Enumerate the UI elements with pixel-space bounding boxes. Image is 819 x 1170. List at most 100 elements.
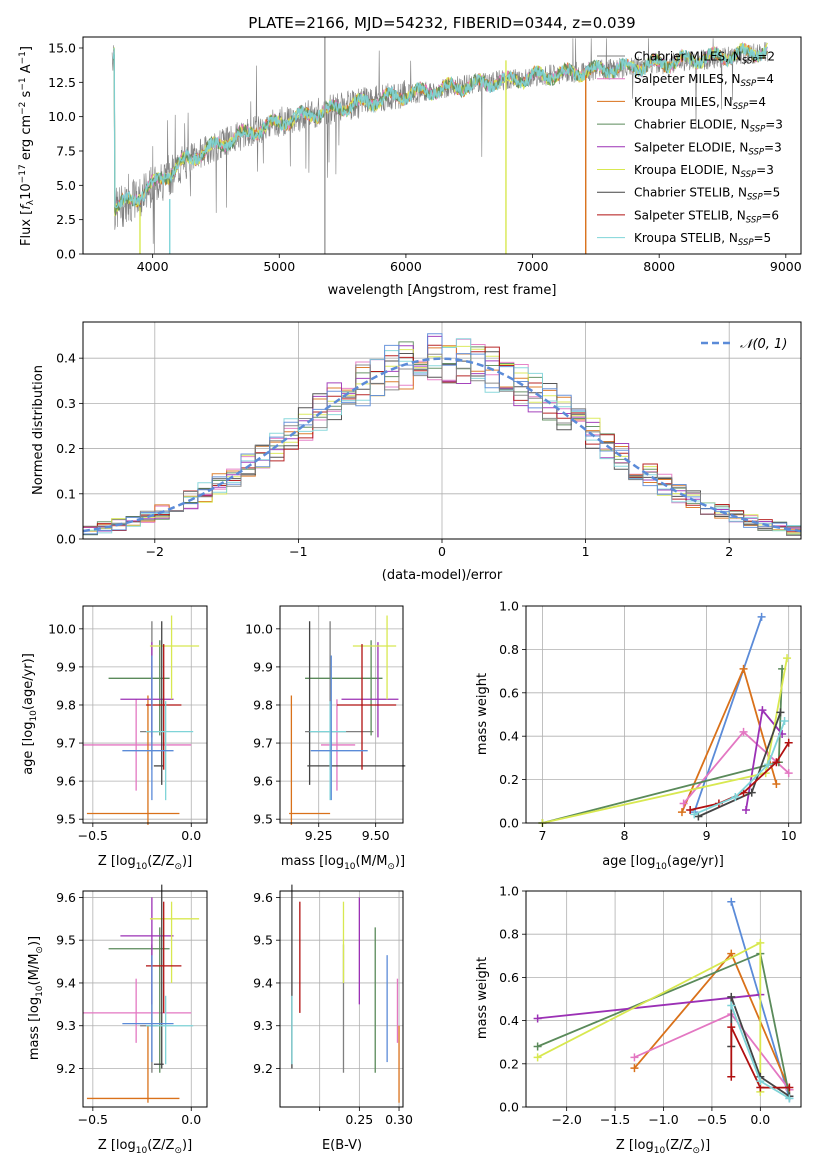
- y-tick-label: 9.2: [56, 1061, 76, 1076]
- weight-point-marker: [739, 727, 748, 736]
- y-tick-label: 15.0: [48, 40, 76, 55]
- legend-entry: Salpeter MILES, NSSP=4: [634, 72, 774, 89]
- weight-point-marker: [679, 799, 688, 808]
- weight-point-marker: [784, 738, 793, 747]
- x-axis-label: Z [log10(Z/Z⊙)]: [616, 1138, 710, 1156]
- legend-entry: Salpeter ELODIE, NSSP=3: [634, 140, 782, 157]
- x-tick-label: 7: [538, 828, 546, 843]
- legend-subscript: SSP: [741, 170, 757, 180]
- axes-frame: [525, 605, 802, 824]
- x-tick-label: 0.0: [181, 1112, 201, 1127]
- weight-point-marker: [694, 812, 703, 821]
- y-tick-label: 9.7: [253, 736, 273, 751]
- weight-point-marker: [780, 717, 789, 726]
- weight-point-marker: [690, 810, 699, 819]
- label-part: )]: [700, 1138, 710, 1153]
- y-tick-label: 9.9: [253, 659, 273, 674]
- normal-reference-curve: [82, 357, 802, 533]
- legend-text: Salpeter STELIB, N: [634, 208, 746, 222]
- weight-series-line: [693, 720, 786, 816]
- x-tick-label: −0.5: [78, 828, 108, 843]
- label-part: )]: [395, 854, 405, 869]
- label-part: )]: [27, 936, 42, 946]
- label-sub: 10: [655, 862, 667, 872]
- x-tick-label: 0.0: [181, 828, 201, 843]
- x-tick-label: 9.50: [362, 828, 390, 843]
- legend-subscript: SSP: [733, 102, 749, 112]
- x-tick-label: 0.25: [345, 1112, 373, 1127]
- y-axis-label-part: s: [19, 90, 34, 101]
- y-tick-label: 0.4: [499, 729, 519, 744]
- x-tick-label: 6000: [390, 259, 422, 274]
- y-axis-label-part: f: [19, 203, 34, 210]
- label-sub: 10: [344, 862, 356, 872]
- x-tick-label: −1.5: [600, 1112, 630, 1127]
- weight-point-marker: [727, 949, 736, 958]
- legend-text: =5: [763, 186, 781, 200]
- weight-point-marker: [764, 760, 773, 769]
- axes-frame: [82, 605, 208, 824]
- x-tick-label: 0.0: [750, 1112, 770, 1127]
- panel-age_vs_mass: 9.25 9.50 9.5 9.6 9.7 9.8 9.9 10.0 mass [log10(M…: [245, 605, 406, 872]
- legend-text: Chabrier STELIB, N: [634, 186, 747, 200]
- plot-area-weight_vs_Z: [533, 897, 794, 1103]
- legend-subscript: SSP: [741, 79, 757, 89]
- axes-frame: [279, 605, 404, 824]
- label-sub: 10: [136, 862, 148, 872]
- x-axis-label: wavelength [Angstrom, rest frame]: [328, 283, 557, 298]
- y-tick-label: 7.5: [56, 143, 76, 158]
- legend-text: Kroupa ELODIE, N: [634, 163, 741, 177]
- y-tick-label: 9.4: [56, 975, 76, 990]
- y-tick-label: 10.0: [48, 109, 76, 124]
- weight-point-marker: [739, 664, 748, 673]
- legend-subscript: SSP: [747, 193, 763, 203]
- weight-point-marker: [756, 1077, 765, 1086]
- panel-weight_vs_Z: −2.0 −1.5 −1.0 −0.5 0.0 0.0 0.2 0.4 0.6 0.8 1.0 Z […: [475, 884, 802, 1156]
- axes-frame: [82, 36, 802, 255]
- y-tick-label: 10.0: [245, 621, 273, 636]
- x-tick-label: 8: [621, 828, 629, 843]
- model-spectrum-line: [112, 43, 768, 209]
- y-tick-label: 0.2: [499, 772, 519, 787]
- y-tick-label: 9.4: [253, 975, 273, 990]
- y-axis-label-part: ]: [19, 46, 34, 51]
- y-tick-label: 0.0: [499, 1100, 519, 1115]
- weight-point-marker: [784, 769, 793, 778]
- label-part: mass [log: [27, 997, 42, 1060]
- legend-entry: Salpeter STELIB, NSSP=6: [634, 208, 779, 225]
- label-sub: ⊙: [692, 1146, 700, 1156]
- x-tick-label: 1: [582, 544, 590, 559]
- legend-entry: Chabrier STELIB, NSSP=5: [634, 186, 780, 203]
- weight-point-marker: [727, 992, 736, 1001]
- y-tick-label: 9.8: [253, 697, 273, 712]
- label-part: (Z/Z: [147, 1138, 174, 1153]
- legend-text: Chabrier ELODIE, N: [634, 118, 750, 132]
- x-axis-label: age [log10(age/yr)]: [602, 854, 724, 872]
- x-tick-label: −0.5: [697, 1112, 727, 1127]
- label-part: (M/M: [27, 954, 42, 986]
- y-axis-label-part: A: [19, 64, 34, 77]
- legend-text: =2: [757, 50, 775, 64]
- y-tick-label: 10.0: [48, 621, 76, 636]
- label-sub: 10: [29, 710, 39, 722]
- label-part: )]: [182, 1138, 192, 1153]
- label-part: (Z/Z: [147, 854, 174, 869]
- y-tick-label: 9.8: [56, 697, 76, 712]
- y-axis-label-part: −1: [18, 51, 28, 64]
- legend-text: Kroupa MILES, N: [634, 95, 733, 109]
- weight-point-marker: [727, 897, 736, 906]
- y-axis-label: age [log10(age/yr)]: [21, 653, 39, 775]
- x-axis-label: E(B-V): [322, 1138, 362, 1153]
- y-axis-label: Normed distribution: [31, 365, 46, 495]
- weight-point-marker: [533, 1053, 542, 1062]
- y-tick-label: 0.8: [499, 927, 519, 942]
- plot-area-age_vs_Z: [83, 615, 200, 825]
- x-tick-label: 8000: [643, 259, 675, 274]
- label-sub: 10: [35, 985, 45, 997]
- y-tick-label: 9.6: [56, 890, 76, 905]
- legend-subscript: SSP: [742, 57, 758, 67]
- weight-point-marker: [533, 1014, 542, 1023]
- x-axis-label: mass [log10(M/M⊙)]: [281, 854, 405, 872]
- weight-point-marker: [677, 808, 686, 817]
- y-tick-label: 0.2: [499, 1056, 519, 1071]
